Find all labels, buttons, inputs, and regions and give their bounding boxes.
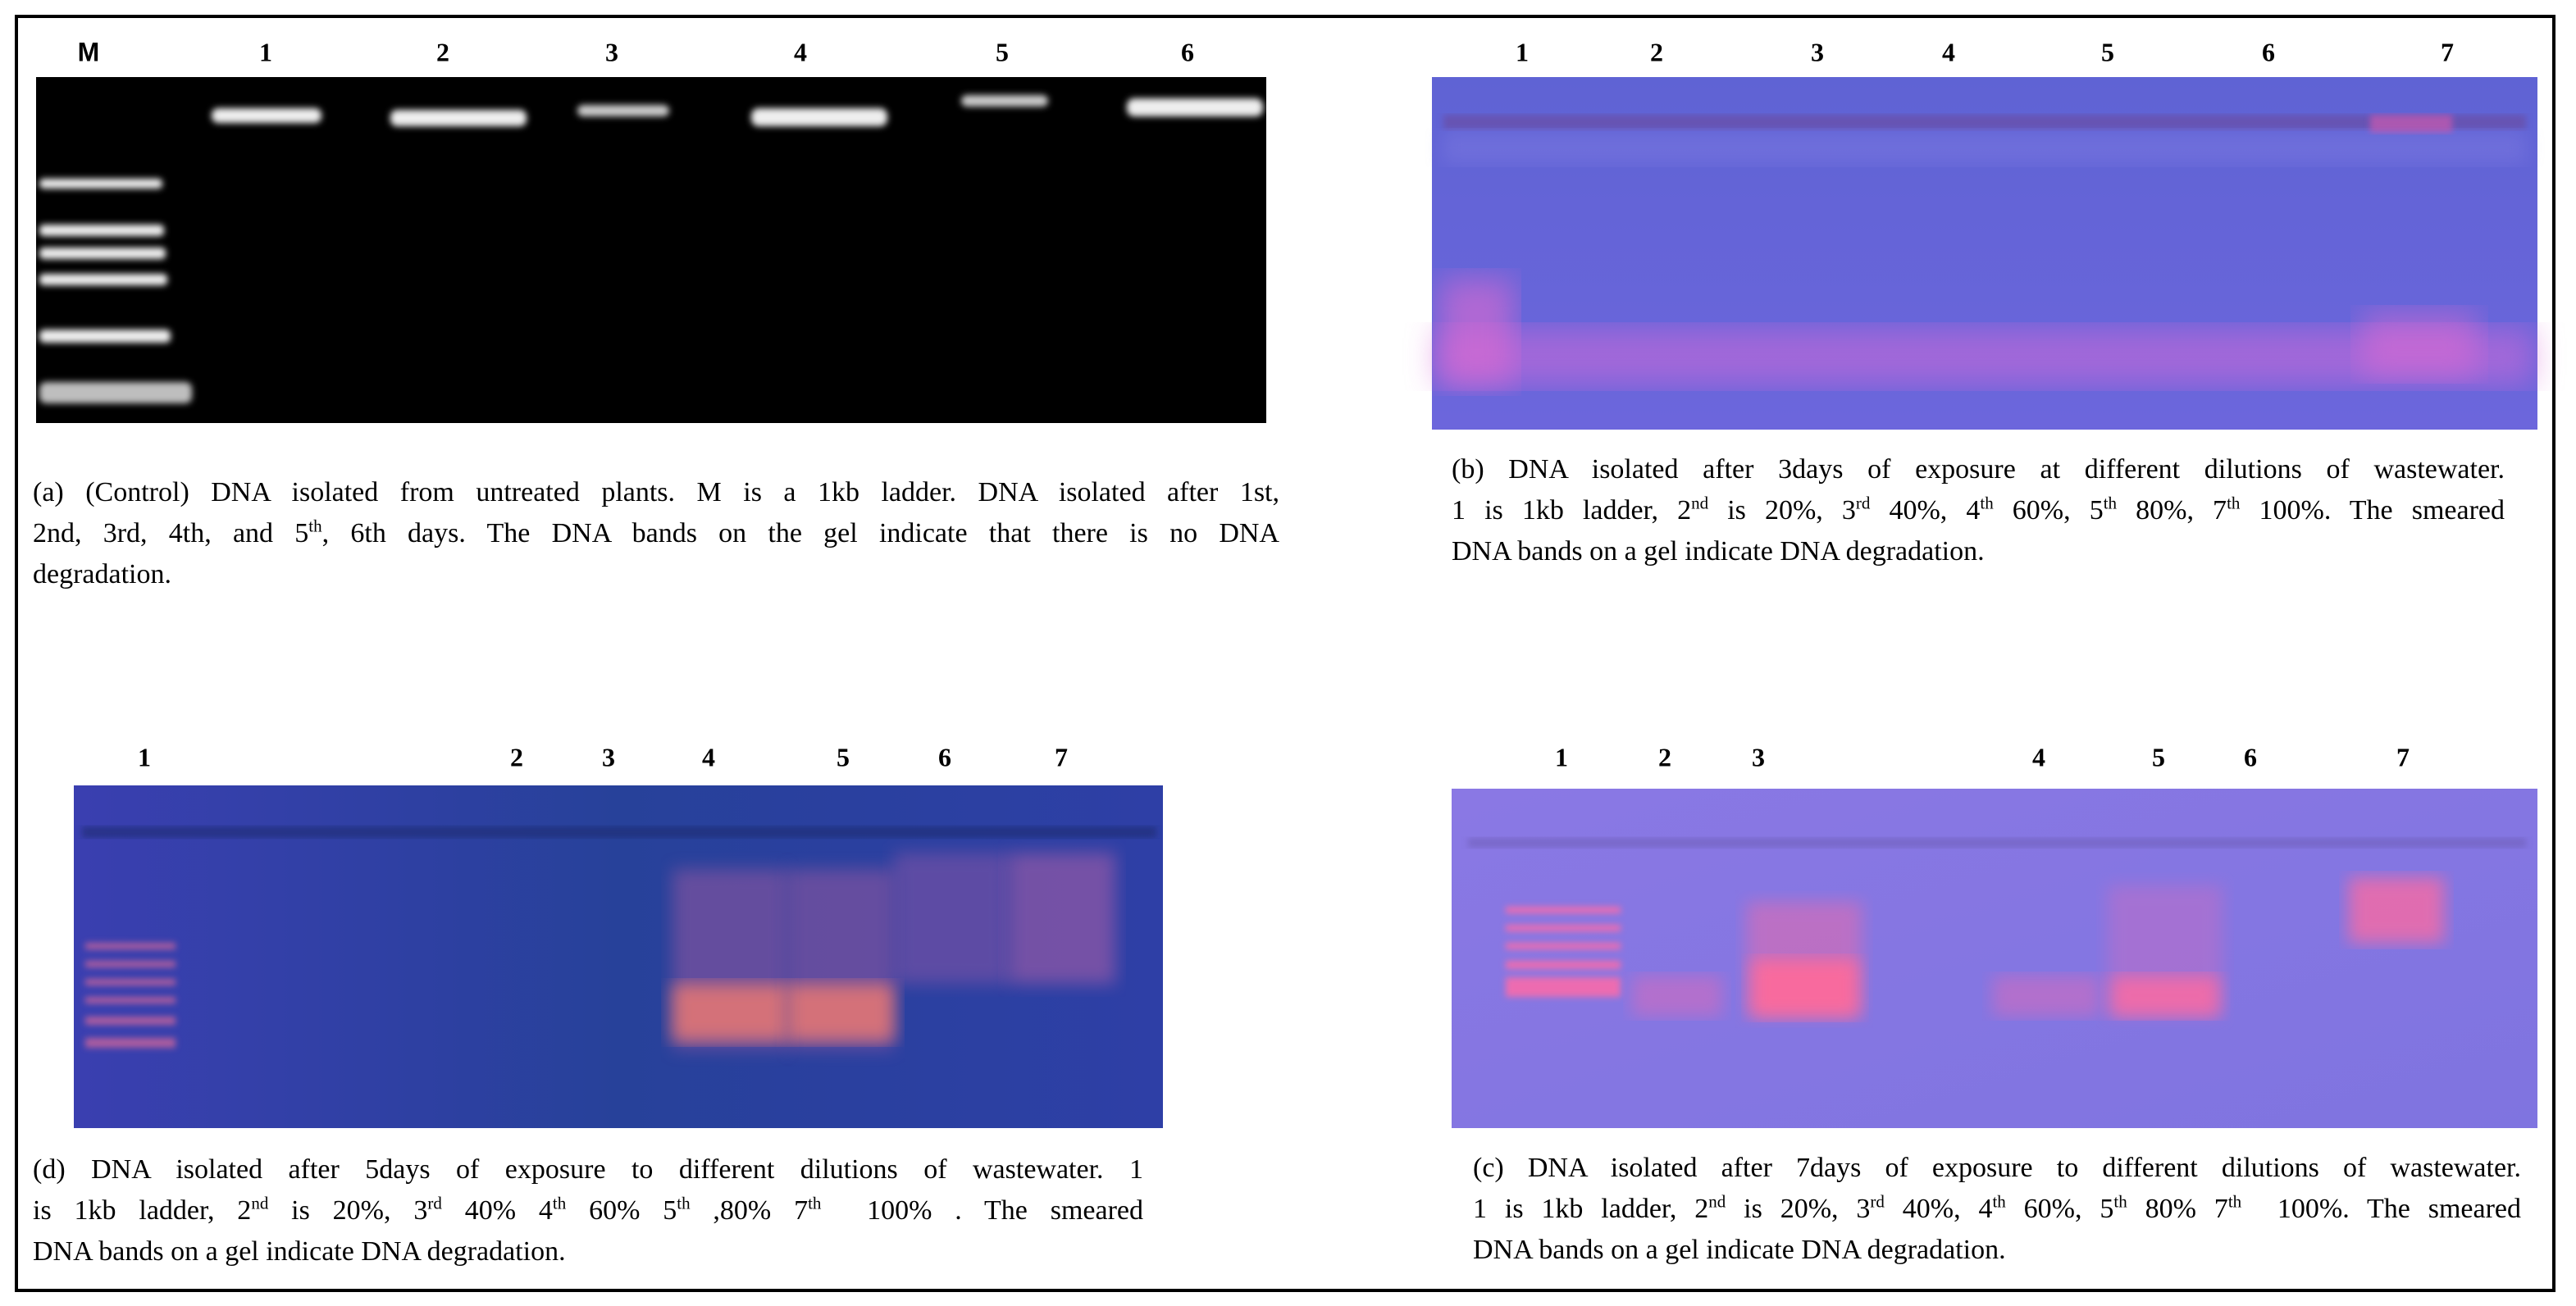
lane-label: 3 — [602, 742, 615, 772]
caption-line: (c) DNA isolated after 7days of exposure… — [1473, 1148, 2521, 1189]
caption-text: DNA bands on a gel indicate DNA degradat… — [1473, 1235, 2006, 1265]
lane-label: 6 — [2262, 37, 2275, 67]
caption-text: 40%, 4 — [1870, 495, 1981, 526]
lane-label: 1 — [138, 742, 151, 772]
superscript: th — [808, 1193, 822, 1213]
lane-label: 2 — [1658, 742, 1671, 772]
lane-label: 6 — [1181, 37, 1194, 67]
caption-text: , 6th days. The DNA bands on the gel ind… — [321, 518, 1279, 548]
caption-line: is 1kb ladder, 2nd is 20%, 3rd 40% 4th 6… — [33, 1190, 1143, 1231]
gel-c-bands — [1468, 838, 2526, 1017]
superscript: th — [552, 1193, 567, 1213]
caption-line: 1 is 1kb ladder, 2nd is 20%, 3rd 40%, 4t… — [1473, 1189, 2521, 1230]
superscript: th — [2227, 1191, 2242, 1212]
caption-text: 1 is 1kb ladder, 2 — [1452, 495, 1692, 526]
caption-line: (a) (Control) DNA isolated from untreate… — [33, 472, 1279, 513]
caption-text: 40%, 4 — [1884, 1194, 1993, 1224]
superscript: th — [1980, 493, 1994, 513]
lane-label: 1 — [1516, 37, 1529, 67]
caption-line: 1 is 1kb ladder, 2nd is 20%, 3rd 40%, 4t… — [1452, 490, 2505, 531]
caption-text: 60%, 5 — [2005, 1194, 2114, 1224]
caption-line: DNA bands on a gel indicate DNA degradat… — [33, 1231, 1143, 1272]
lane-label: 4 — [2032, 742, 2045, 772]
lane-label: 6 — [2244, 742, 2257, 772]
caption-line: degradation. — [33, 554, 1279, 595]
caption-text: DNA bands on a gel indicate DNA degradat… — [1452, 536, 1985, 567]
caption-text: (b) DNA isolated after 3days of exposure… — [1452, 454, 2505, 485]
lane-label: 7 — [2396, 742, 2410, 772]
lane-label: 3 — [605, 37, 618, 67]
caption-line: (b) DNA isolated after 3days of exposure… — [1452, 449, 2505, 490]
caption-text: 100% . The smeared — [821, 1195, 1144, 1226]
caption-text: 2nd, 3rd, 4th, and 5 — [33, 518, 309, 548]
lane-label: 1 — [259, 37, 272, 67]
gel-d-bands — [82, 826, 1156, 1049]
superscript: nd — [251, 1193, 269, 1213]
gel-a — [36, 77, 1266, 423]
caption-text: 40% 4 — [441, 1195, 553, 1226]
lane-label: 5 — [2101, 37, 2114, 67]
caption-text: is 1kb ladder, 2 — [33, 1195, 252, 1226]
caption-text: 1 is 1kb ladder, 2 — [1473, 1194, 1709, 1224]
lane-label: 2 — [436, 37, 449, 67]
superscript: th — [2103, 493, 2118, 513]
superscript: th — [1992, 1191, 2006, 1212]
superscript: th — [308, 516, 322, 536]
lane-label: 2 — [510, 742, 523, 772]
lane-label: 7 — [2441, 37, 2454, 67]
lane-label: 4 — [702, 742, 715, 772]
lane-label: 6 — [938, 742, 951, 772]
caption-text: 100%. The smeared — [2241, 1194, 2521, 1224]
caption-text: (c) DNA isolated after 7days of exposure… — [1473, 1153, 2521, 1183]
caption-line: DNA bands on a gel indicate DNA degradat… — [1452, 531, 2505, 572]
superscript: th — [2227, 493, 2241, 513]
caption: (b) DNA isolated after 3days of exposure… — [1452, 449, 2505, 572]
caption-text: 60% 5 — [566, 1195, 677, 1226]
caption-line: DNA bands on a gel indicate DNA degradat… — [1473, 1230, 2521, 1271]
lane-label: M — [77, 37, 100, 67]
caption-text: 80%, 7 — [2117, 495, 2227, 526]
superscript: th — [2113, 1191, 2127, 1212]
caption: (a) (Control) DNA isolated from untreate… — [33, 472, 1279, 595]
superscript: rd — [427, 1193, 442, 1213]
caption-text: is 20%, 3 — [268, 1195, 428, 1226]
superscript: th — [677, 1193, 691, 1213]
caption-text: 100%. The smeared — [2240, 495, 2505, 526]
caption-line: 2nd, 3rd, 4th, and 5th, 6th days. The DN… — [33, 513, 1279, 554]
caption-text: DNA bands on a gel indicate DNA degradat… — [33, 1236, 566, 1267]
caption-text: is 20%, 3 — [1726, 1194, 1871, 1224]
lane-label: 3 — [1752, 742, 1765, 772]
caption-line: (d) DNA isolated after 5days of exposure… — [33, 1149, 1143, 1190]
superscript: nd — [1708, 1191, 1726, 1212]
lane-label: 3 — [1811, 37, 1824, 67]
lane-label: 4 — [794, 37, 807, 67]
caption-text: is 20%, 3 — [1708, 495, 1856, 526]
lane-label: 5 — [2152, 742, 2165, 772]
caption-text: 80% 7 — [2127, 1194, 2228, 1224]
gel-a-bands — [39, 95, 1263, 403]
superscript: rd — [1855, 493, 1871, 513]
caption-text: (a) (Control) DNA isolated from untreate… — [33, 477, 1279, 507]
gel-b-bands — [1435, 115, 2534, 385]
lane-label: 7 — [1055, 742, 1068, 772]
lane-label: 5 — [837, 742, 850, 772]
caption-text: 60%, 5 — [1993, 495, 2104, 526]
caption: (d) DNA isolated after 5days of exposure… — [33, 1149, 1143, 1272]
caption: (c) DNA isolated after 7days of exposure… — [1473, 1148, 2521, 1271]
lane-label: 2 — [1650, 37, 1663, 67]
caption-text: degradation. — [33, 559, 171, 589]
border — [15, 15, 2555, 1292]
superscript: rd — [1870, 1191, 1885, 1212]
lane-label: 5 — [996, 37, 1009, 67]
lane-label: 1 — [1555, 742, 1568, 772]
lane-label: 4 — [1942, 37, 1955, 67]
caption-text: ,80% 7 — [690, 1195, 809, 1226]
caption-text: (d) DNA isolated after 5days of exposure… — [33, 1154, 1143, 1185]
superscript: nd — [1691, 493, 1709, 513]
